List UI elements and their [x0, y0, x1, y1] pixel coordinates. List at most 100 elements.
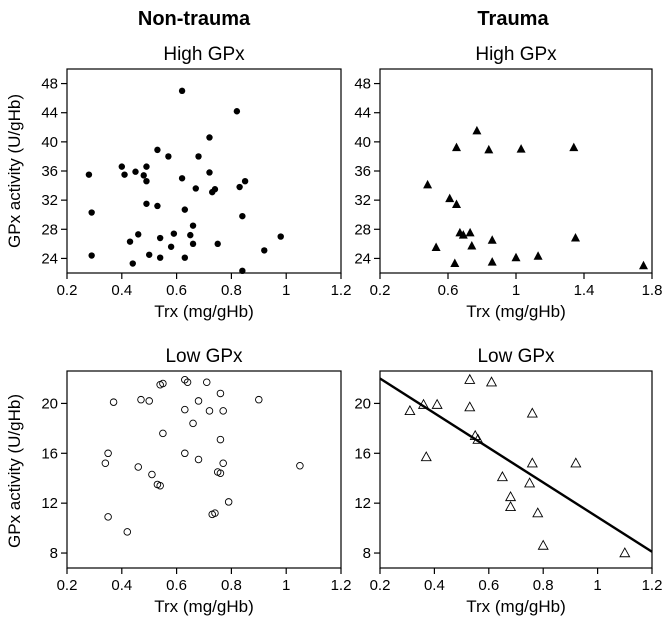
x-tick-label: 1 [512, 282, 520, 299]
plot-frame [66, 68, 342, 274]
data-point [121, 171, 128, 178]
data-point [261, 247, 268, 254]
y-tick-label: 8 [363, 545, 371, 562]
data-point [101, 459, 110, 468]
data-point [639, 260, 648, 270]
x-tick-label: 0.4 [111, 577, 132, 594]
data-point [431, 398, 443, 409]
data-point [181, 206, 189, 213]
data-point [195, 153, 202, 160]
data-point [202, 378, 211, 386]
data-point [189, 240, 197, 248]
data-point [156, 481, 164, 490]
x-tick-label: 1.2 [331, 282, 352, 299]
data-point [214, 240, 221, 248]
data-point [417, 398, 430, 409]
data-point [464, 401, 476, 412]
data-point [445, 193, 455, 203]
data-point [619, 547, 631, 558]
x-tick-label: 1 [282, 577, 290, 594]
x-tick-label: 0.4 [424, 577, 445, 594]
x-tick-label: 0.8 [221, 577, 242, 594]
x-axis-label: Trx (mg/gHb) [154, 597, 254, 616]
data-point [154, 146, 161, 154]
data-point [239, 212, 246, 220]
data-point [487, 235, 497, 244]
x-tick-label: 0.8 [533, 577, 554, 594]
x-tick-label: 1 [282, 282, 290, 299]
data-point [420, 451, 432, 462]
data-point [104, 513, 112, 521]
data-point [189, 419, 197, 428]
data-point [189, 222, 197, 229]
x-tick-label: 0.2 [370, 282, 391, 299]
data-point [206, 169, 213, 176]
panel-2: High GPx 0.2 0.6 1 1.4 1.8 24 28 32 36 40 44 48 Trx (… [354, 44, 662, 321]
data-point [487, 257, 497, 266]
y-tick-label: 20 [41, 395, 58, 412]
x-tick-label: 0.6 [166, 577, 187, 594]
x-axis-label: Trx (mg/gHb) [154, 302, 254, 321]
y-tick-label: 12 [41, 495, 58, 512]
x-tick-label: 1.2 [331, 577, 352, 594]
data-point [135, 231, 142, 238]
y-tick-label: 36 [41, 163, 58, 180]
x-tick-label: 0.6 [166, 282, 187, 299]
x-tick-label: 1.8 [642, 282, 663, 299]
data-point [126, 238, 134, 245]
data-point [236, 183, 243, 191]
panel-3: Low GPx 0.2 0.4 0.6 0.8 1 1.2 8 12 16 20 Trx (mg/gH… [5, 346, 351, 616]
data-point [104, 449, 112, 458]
data-point [194, 397, 203, 405]
data-point [178, 87, 186, 95]
data-point [485, 376, 498, 387]
y-tick-label: 44 [41, 105, 58, 122]
data-point [205, 407, 214, 415]
data-point [239, 267, 246, 275]
data-point [571, 233, 580, 242]
x-tick-label: 0.2 [57, 577, 78, 594]
data-point [194, 455, 203, 464]
data-point [423, 179, 433, 189]
data-point [211, 509, 219, 517]
data-point [187, 231, 194, 239]
y-tick-label: 16 [41, 445, 58, 462]
data-point [145, 397, 153, 405]
panel-1: High GPx 0.2 0.4 0.6 0.8 1 1.2 24 28 32 36 40 44 48 Tr… [5, 44, 351, 321]
data-point [181, 375, 189, 384]
y-tick-label: 40 [41, 134, 58, 151]
data-point [156, 254, 164, 261]
y-tick-label: 24 [41, 250, 58, 267]
x-tick-label: 0.4 [111, 282, 132, 299]
panel-subtitle: Low GPx [477, 346, 555, 367]
data-point [148, 470, 156, 479]
y-tick-label: 28 [354, 221, 371, 238]
y-tick-label: 48 [354, 76, 371, 93]
data-point [118, 163, 126, 170]
y-tick-label: 40 [354, 134, 371, 151]
y-tick-label: 48 [41, 76, 58, 93]
y-tick-label: 8 [50, 545, 58, 562]
panel-4: Low GPx 0.2 0.4 0.6 0.8 1 1.2 8 12 16 20 Trx (mg/gH… [354, 346, 662, 616]
data-point [181, 254, 189, 261]
data-point [183, 378, 192, 386]
data-point [159, 379, 167, 388]
data-point [472, 433, 484, 444]
data-point [140, 172, 147, 179]
panel-subtitle: High GPx [475, 44, 557, 65]
data-point [143, 178, 150, 185]
data-point [143, 163, 150, 170]
column-heading-trauma: Trauma [477, 8, 549, 30]
data-point [569, 142, 579, 152]
data-point [277, 233, 284, 240]
data-point [533, 251, 543, 260]
data-point [496, 471, 508, 482]
data-point [170, 230, 178, 237]
data-point [129, 260, 136, 267]
y-tick-label: 28 [41, 221, 58, 238]
x-axis-label: Trx (mg/gHb) [466, 597, 566, 616]
data-point [181, 449, 189, 458]
data-point [178, 175, 186, 182]
panel-subtitle: Low GPx [165, 346, 243, 367]
